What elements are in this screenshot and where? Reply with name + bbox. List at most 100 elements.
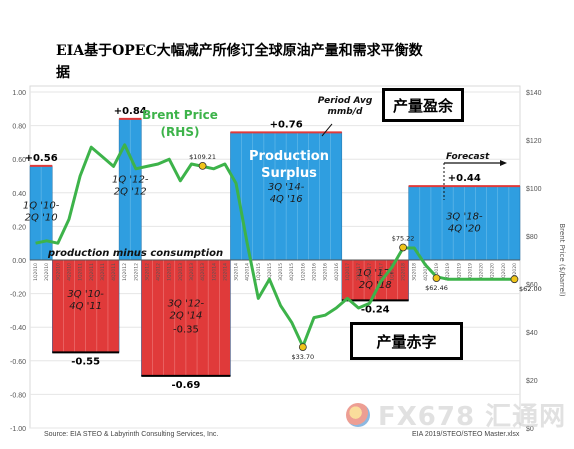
watermark-logo-icon <box>346 402 370 427</box>
quarter-tick-label: 1Q2013 <box>167 263 173 281</box>
quarter-tick-label: 2Q2020 <box>490 263 496 281</box>
quarter-tick-label: 2Q2017 <box>356 263 362 281</box>
production-surplus-label: Production Surplus <box>249 149 329 181</box>
quarter-tick-label: 4Q2016 <box>334 263 340 281</box>
surplus-callout: 产量盈余 <box>382 88 464 122</box>
chart-title: EIA基于OPEC大幅减产所修订全球原油产量和需求平衡数据 <box>56 43 423 81</box>
quarter-tick-label: 1Q2016 <box>300 263 306 281</box>
right-tick-label: $20 <box>526 378 538 385</box>
left-tick-label: -0.40 <box>10 325 26 332</box>
quarter-tick-label: 1Q2010 <box>33 263 39 281</box>
price-marker <box>198 161 207 170</box>
quarter-tick-label: 3Q2018 <box>412 263 418 281</box>
quarter-tick-label: 3Q2014 <box>234 263 240 281</box>
price-marker <box>298 343 307 352</box>
deficit-callout: 产量赤字 <box>350 322 463 360</box>
left-tick-label: 0.20 <box>12 224 26 231</box>
right-tick-label: $0 <box>526 426 534 433</box>
quarter-tick-label: 4Q2020 <box>512 263 518 281</box>
quarter-tick-label: 4Q2017 <box>378 263 384 281</box>
price-marker <box>432 274 441 282</box>
production-minus-consumption-label: production minus consumption <box>47 248 223 259</box>
quarter-tick-label: 1Q2012 <box>122 263 128 281</box>
quarter-tick-label: 4Q2013 <box>200 263 206 281</box>
quarter-tick-label: 2Q2013 <box>178 263 184 281</box>
block-value-label: -0.24 <box>361 304 390 315</box>
right-tick-label: $120 <box>526 138 542 145</box>
price-point-label: $33.70 <box>291 353 314 361</box>
block-value-label: +0.56 <box>25 153 58 164</box>
right-tick-label: $140 <box>526 90 542 97</box>
brent-price-legend-label: Brent Price (RHS) <box>142 108 218 139</box>
price-marker <box>399 243 407 252</box>
file-note: EIA 2019/STEO/STEO Master.xlsx <box>412 431 520 438</box>
watermark: FX678 汇通网 <box>346 396 566 433</box>
right-tick-label: $80 <box>526 234 538 241</box>
block-period-label: 1Q '10-2Q '10 <box>23 200 60 223</box>
quarter-tick-label: 2Q2018 <box>401 263 407 281</box>
quarter-tick-label: 4Q2014 <box>245 263 251 281</box>
quarter-tick-label: 3Q2019 <box>456 263 462 281</box>
quarter-tick-label: 1Q2018 <box>389 263 395 281</box>
quarter-tick-label: 3Q2012 <box>144 263 150 281</box>
block-value-label: -0.69 <box>171 380 200 391</box>
left-tick-label: -0.20 <box>10 292 26 299</box>
left-tick-label: 0.00 <box>12 258 26 265</box>
price-marker <box>510 275 519 284</box>
period-avg-label: Period Avg mmb/d <box>318 96 373 117</box>
source-note: Source: EIA STEO & Labyrinth Consulting … <box>44 431 219 438</box>
quarter-tick-label: 3Q2017 <box>367 263 373 281</box>
left-tick-label: 1.00 <box>12 90 26 97</box>
quarter-tick-label: 4Q2012 <box>156 263 162 281</box>
quarter-tick-label: 2Q2019 <box>445 263 451 281</box>
left-tick-label: 0.40 <box>12 191 26 198</box>
left-tick-label: 0.80 <box>12 124 26 131</box>
quarter-tick-label: 1Q2011 <box>78 263 84 281</box>
quarter-tick-label: 4Q2018 <box>423 263 429 281</box>
forecast-arrowhead <box>500 160 507 166</box>
block-value-label: +0.84 <box>114 106 147 117</box>
block-value-label: +0.76 <box>270 119 303 130</box>
quarter-tick-label: 3Q2011 <box>100 263 106 281</box>
block-extra-label: -0.35 <box>173 324 199 335</box>
price-point-label: $109.21 <box>189 153 216 161</box>
quarter-tick-label: 1Q2019 <box>434 263 440 281</box>
right-tick-label: $100 <box>526 186 542 193</box>
right-axis-label: Brent Price ($/barrel) <box>558 223 566 297</box>
watermark-text: FX678 汇通网 <box>378 402 567 432</box>
quarter-tick-label: 1Q2020 <box>479 263 485 281</box>
quarter-tick-label: 2Q2015 <box>267 263 273 281</box>
block-period-label: 1Q '12-2Q '12 <box>112 174 149 197</box>
price-point-label: $62.46 <box>425 284 448 292</box>
quarter-tick-label: 2Q2014 <box>222 263 228 281</box>
price-point-label: $75.22 <box>392 234 415 242</box>
left-tick-label: -0.80 <box>10 392 26 399</box>
left-tick-label: 0.60 <box>12 157 26 164</box>
forecast-label: Forecast <box>446 152 490 162</box>
period-avg-pointer <box>321 123 333 137</box>
quarter-tick-label: 2Q2012 <box>133 263 139 281</box>
quarter-tick-label: 1Q2017 <box>345 263 351 281</box>
block-period-label: 3Q '10-4Q '11 <box>67 289 104 312</box>
quarter-tick-label: 4Q2010 <box>66 263 72 281</box>
left-tick-label: -1.00 <box>10 426 26 433</box>
block-period-label: 3Q '14-4Q '16 <box>268 182 305 205</box>
right-tick-label: $60 <box>526 282 538 289</box>
quarter-tick-label: 4Q2015 <box>289 263 295 281</box>
price-point-label: $62.00 <box>519 285 542 293</box>
block-period-label: 1Q '17-2Q '18 <box>357 268 394 291</box>
quarter-tick-label: 2Q2011 <box>89 263 95 281</box>
quarter-tick-label: 3Q2010 <box>55 263 61 281</box>
quarter-tick-label: 4Q2019 <box>467 263 473 281</box>
block-value-label: +0.44 <box>448 173 481 184</box>
block-value-label: -0.55 <box>71 356 100 367</box>
block-period-label: 3Q '12-2Q '14 <box>168 298 205 321</box>
quarter-tick-label: 4Q2011 <box>111 263 117 281</box>
quarter-tick-label: 3Q2020 <box>501 263 507 281</box>
block-period-label: 3Q '18-4Q '20 <box>446 211 483 234</box>
quarter-tick-label: 1Q2014 <box>211 263 217 281</box>
quarter-tick-label: 1Q2015 <box>256 263 262 281</box>
quarter-tick-label: 3Q2016 <box>323 263 329 281</box>
right-tick-label: $40 <box>526 330 538 337</box>
